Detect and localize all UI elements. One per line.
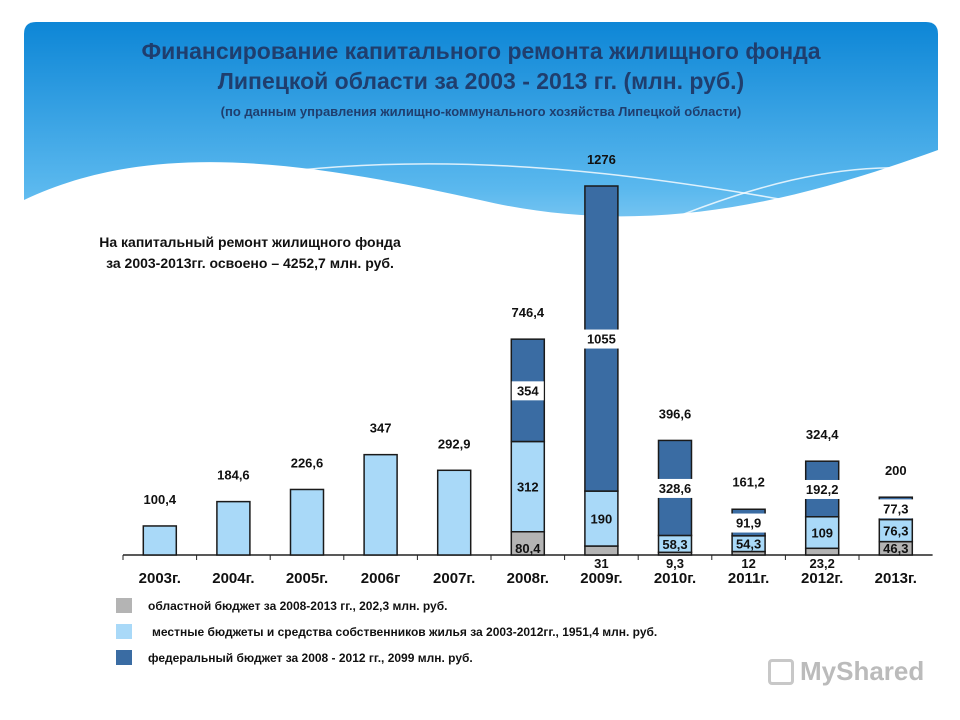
chart-title: Финансирование капитального ремонта жили… — [24, 36, 938, 96]
total-label: 396,6 — [659, 406, 692, 421]
legend-label: местные бюджеты и средства собственников… — [152, 624, 658, 639]
bar-segment — [363, 453, 398, 556]
legend-label: областной бюджет за 2008-2013 гг., 202,3… — [148, 598, 448, 613]
data-label-background — [581, 329, 622, 349]
bar-segment — [804, 547, 840, 556]
data-label: 354 — [517, 383, 539, 398]
title-line-2: Липецкой области за 2003 - 2013 гг. (млн… — [217, 68, 745, 94]
legend-label: федеральный бюджет за 2008 - 2012 гг., 2… — [148, 650, 473, 665]
data-label: 91,9 — [736, 516, 761, 531]
note-line-1: На капитальный ремонт жилищного фонда — [99, 234, 401, 250]
x-tick-label: 2007г. — [433, 570, 475, 587]
legend-swatch-federal — [116, 650, 132, 665]
data-label-background — [511, 381, 544, 401]
total-label: 184,6 — [217, 468, 250, 483]
data-label: 312 — [517, 480, 539, 495]
total-label: 100,4 — [144, 492, 177, 507]
data-label: 58,3 — [662, 537, 687, 552]
x-tick-label: 2008г. — [507, 570, 549, 587]
total-label: 161,2 — [732, 474, 765, 489]
total-label: 200 — [885, 463, 907, 478]
x-tick-label: 2009г. — [580, 570, 622, 587]
data-label: 12 — [741, 556, 755, 571]
data-label: 77,3 — [883, 501, 908, 516]
data-label: 23,2 — [810, 556, 835, 571]
logo-icon — [768, 658, 794, 685]
legend-item-regional: областной бюджет за 2008-2013 гг., 202,3… — [116, 598, 447, 613]
note-line-2: за 2003-2013гг. освоено – 4252,7 млн. ру… — [106, 255, 394, 271]
data-label: 31 — [594, 556, 608, 571]
data-label: 1055 — [587, 332, 616, 347]
total-label: 347 — [370, 421, 392, 436]
data-label-background — [798, 479, 847, 499]
x-tick-label: 2005г. — [286, 570, 328, 587]
data-label: 192,2 — [806, 482, 839, 497]
total-label: 226,6 — [291, 455, 324, 470]
data-label: 80,4 — [515, 541, 541, 556]
data-label-background — [651, 478, 699, 498]
total-label: 292,9 — [438, 436, 471, 451]
watermark-text: MyShared — [800, 656, 925, 686]
x-tick-label: 2010г. — [654, 570, 696, 587]
legend-item-local: местные бюджеты и средства собственников… — [116, 624, 657, 639]
x-tick-label: 2004г. — [212, 570, 254, 587]
watermark-logo: MyShared — [768, 656, 924, 687]
data-label: 190 — [591, 512, 613, 527]
x-tick-label: 2011г. — [728, 570, 769, 587]
x-tick-label: 2006г — [361, 570, 401, 587]
bar-segment — [436, 469, 472, 556]
bar-segment — [142, 525, 178, 556]
data-label-background — [875, 499, 916, 519]
legend-swatch-local — [116, 624, 132, 639]
bar-segment — [289, 488, 325, 556]
data-label: 54,3 — [736, 537, 761, 552]
bar-segment — [216, 500, 251, 556]
total-label: 324,4 — [806, 427, 839, 442]
x-tick-label: 2013г. — [875, 570, 917, 587]
title-line-1: Финансирование капитального ремонта жили… — [141, 38, 821, 64]
x-tick-label: 2012г. — [801, 570, 843, 587]
legend-item-federal: федеральный бюджет за 2008 - 2012 гг., 2… — [116, 650, 473, 665]
chart-subtitle: (по данным управления жилищно-коммунальн… — [220, 104, 742, 119]
bar-segment — [584, 545, 619, 556]
total-label: 746,4 — [512, 305, 545, 320]
data-label: 46,3 — [883, 541, 908, 556]
total-label: 1276 — [587, 152, 616, 167]
data-label: 328,6 — [659, 481, 692, 496]
legend-swatch-regional — [116, 598, 132, 613]
bar-segment — [584, 490, 619, 547]
bar-segment — [510, 440, 546, 533]
data-label: 9,3 — [666, 556, 684, 571]
data-label: 76,3 — [883, 524, 908, 539]
data-label-background — [728, 513, 769, 533]
summary-note: На капитальный ремонт жилищного фонда за… — [40, 232, 460, 274]
x-tick-label: 2003г. — [139, 570, 181, 587]
data-label: 109 — [811, 526, 833, 541]
